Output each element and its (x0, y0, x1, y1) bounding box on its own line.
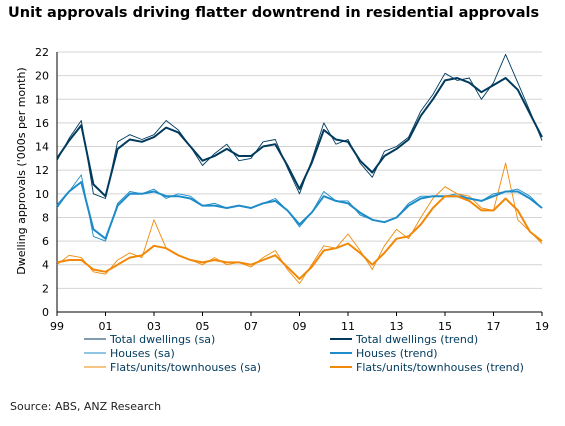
y-tick-label: 0 (42, 306, 49, 319)
y-tick-label: 22 (35, 46, 49, 59)
series-lines (56, 53, 543, 285)
y-ticks: 0 2 4 6 8 10 12 14 16 18 20 22 (35, 46, 49, 319)
x-tick-label: 01 (99, 320, 113, 333)
x-tick-label: 03 (147, 320, 161, 333)
legend-label: Total dwellings (sa) (109, 333, 215, 346)
y-tick-label: 12 (35, 164, 49, 177)
source-note: Source: ABS, ANZ Research (10, 400, 162, 413)
y-tick-label: 18 (35, 93, 49, 106)
grid-lines (57, 51, 542, 289)
y-tick-label: 16 (35, 117, 49, 130)
x-tick-label: 15 (438, 320, 452, 333)
legend-label: Flats/units/townhouses (trend) (356, 361, 524, 374)
y-tick-label: 14 (35, 141, 49, 154)
x-tick-label: 11 (341, 320, 355, 333)
series-line-houses-sa (56, 174, 543, 242)
y-tick-label: 2 (42, 282, 49, 295)
series-line-houses-trend (56, 181, 543, 240)
legend-label: Houses (trend) (356, 347, 438, 360)
chart-title: Unit approvals driving flatter downtrend… (8, 5, 540, 21)
y-tick-label: 20 (35, 70, 49, 83)
y-tick-label: 6 (42, 235, 49, 248)
series-line-flats-trend (56, 195, 543, 280)
legend-label: Flats/units/townhouses (sa) (110, 361, 261, 374)
x-tick-label: 07 (244, 320, 258, 333)
x-tick-label: 09 (293, 320, 307, 333)
legend: Total dwellings (sa) Total dwellings (tre… (84, 333, 524, 374)
y-axis-label: Dwelling approvals ('000s per month) (15, 67, 28, 274)
x-tick-label: 05 (196, 320, 210, 333)
y-tick-label: 10 (35, 188, 49, 201)
x-ticks: 99 01 03 05 07 09 11 13 15 17 19 (50, 312, 549, 333)
series-line-total-trend (56, 77, 543, 198)
legend-label: Total dwellings (trend) (355, 333, 478, 346)
x-tick-label: 19 (535, 320, 549, 333)
x-tick-label: 13 (390, 320, 404, 333)
y-tick-label: 4 (42, 259, 49, 272)
y-tick-label: 8 (42, 211, 49, 224)
x-tick-label: 99 (50, 320, 64, 333)
axes (56, 52, 542, 313)
legend-label: Houses (sa) (110, 347, 175, 360)
x-tick-label: 17 (487, 320, 501, 333)
